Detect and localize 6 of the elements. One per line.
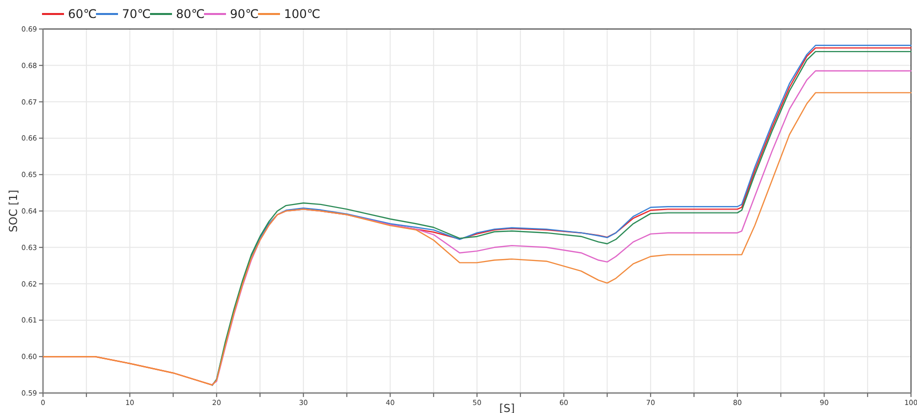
legend-label: 80℃ — [176, 7, 205, 21]
y-axis-title: SOC [1] — [7, 190, 20, 232]
legend-label: 70℃ — [122, 7, 151, 21]
legend-label: 60℃ — [68, 7, 97, 21]
legend-label: 90℃ — [230, 7, 259, 21]
legend-label: 100℃ — [284, 7, 320, 21]
